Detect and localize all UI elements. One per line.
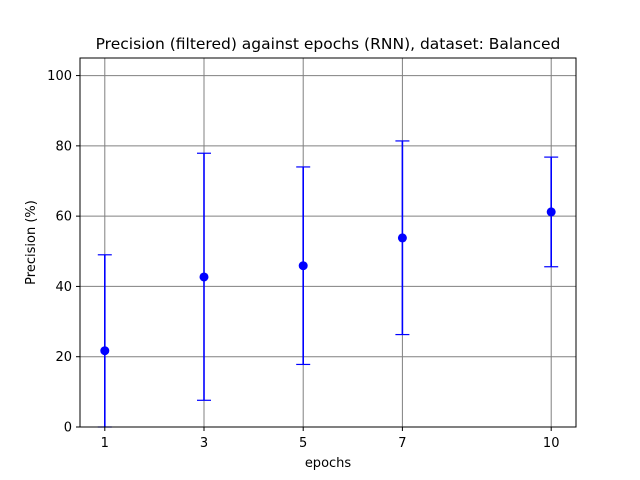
data-point bbox=[546, 207, 556, 217]
y-axis-label: Precision (%) bbox=[24, 200, 39, 285]
x-tick-label: 7 bbox=[398, 436, 406, 451]
x-tick-label: 10 bbox=[543, 436, 560, 451]
series-layer bbox=[97, 140, 559, 428]
y-tick-label: 20 bbox=[55, 350, 72, 365]
y-tick-label: 0 bbox=[64, 421, 72, 436]
x-tick-label: 5 bbox=[299, 436, 307, 451]
data-point bbox=[397, 233, 407, 243]
data-point bbox=[298, 261, 308, 271]
chart-title: Precision (filtered) against epochs (RNN… bbox=[96, 35, 561, 53]
x-tick-label: 1 bbox=[101, 436, 109, 451]
x-axis-label: epochs bbox=[305, 456, 352, 471]
y-tick-label: 80 bbox=[55, 139, 72, 154]
plot-frame bbox=[79, 57, 577, 428]
y-tick-label: 60 bbox=[55, 210, 72, 225]
y-tick-label: 100 bbox=[47, 69, 72, 84]
data-point bbox=[199, 272, 209, 282]
y-tick-label: 40 bbox=[55, 280, 72, 295]
x-tick-label: 3 bbox=[200, 436, 208, 451]
data-point bbox=[100, 346, 110, 356]
